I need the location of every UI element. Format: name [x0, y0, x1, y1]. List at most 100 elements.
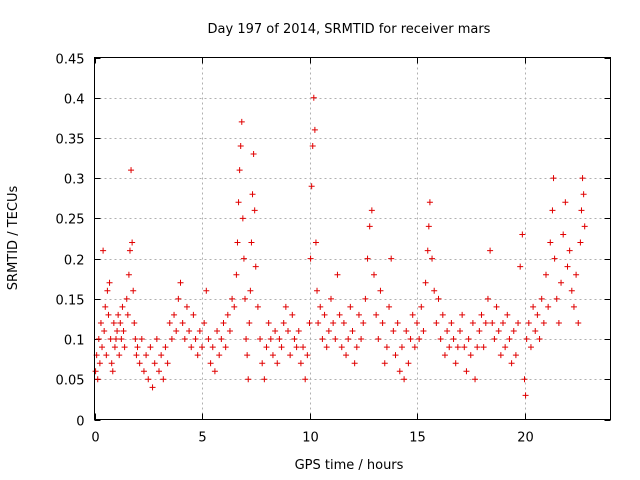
- data-point: [478, 311, 485, 318]
- data-point: [340, 319, 347, 326]
- data-point: [343, 352, 350, 359]
- data-point: [334, 271, 341, 278]
- data-point: [491, 336, 498, 343]
- data-point: [358, 336, 365, 343]
- x-tick-label: 5: [198, 431, 206, 446]
- data-point: [113, 336, 119, 343]
- x-tick-label: 20: [517, 431, 534, 446]
- data-point: [307, 255, 314, 262]
- data-point: [425, 223, 432, 230]
- data-point: [562, 199, 569, 206]
- data-point: [128, 167, 135, 174]
- data-point: [347, 303, 354, 310]
- data-point: [226, 328, 233, 335]
- data-point: [171, 311, 178, 318]
- data-point: [269, 352, 276, 359]
- y-tick-label: 0.45: [56, 53, 85, 68]
- data-point: [396, 368, 403, 375]
- data-point: [123, 295, 130, 302]
- data-point: [97, 319, 104, 326]
- x-tick-label: 0: [91, 431, 99, 446]
- data-point: [297, 360, 304, 367]
- data-point: [353, 344, 360, 351]
- data-point: [145, 376, 152, 383]
- data-point: [448, 319, 455, 326]
- data-point: [463, 368, 470, 375]
- data-point: [325, 328, 332, 335]
- data-point: [579, 175, 586, 182]
- data-point: [243, 336, 250, 343]
- data-point: [439, 311, 446, 318]
- data-point: [186, 328, 193, 335]
- data-point: [527, 344, 534, 351]
- data-point: [263, 344, 270, 351]
- data-point: [282, 303, 289, 310]
- data-point: [568, 287, 575, 294]
- data-point: [106, 279, 113, 286]
- data-point: [302, 376, 309, 383]
- data-point: [566, 247, 573, 254]
- data-point: [120, 328, 127, 335]
- data-point: [547, 239, 554, 246]
- data-point: [196, 328, 203, 335]
- y-tick-label: 0: [76, 415, 84, 430]
- data-point: [457, 328, 463, 335]
- data-point: [476, 328, 483, 335]
- data-point: [107, 336, 114, 343]
- data-point: [236, 167, 243, 174]
- data-point: [181, 336, 188, 343]
- data-point: [220, 319, 227, 326]
- data-point: [517, 263, 524, 270]
- data-point: [203, 287, 210, 294]
- data-point: [126, 247, 133, 254]
- data-point: [242, 295, 248, 302]
- data-point: [129, 239, 136, 246]
- data-point: [394, 319, 401, 326]
- data-point: [162, 344, 169, 351]
- data-point: [136, 360, 143, 367]
- data-point: [121, 344, 128, 351]
- data-point: [461, 344, 468, 351]
- y-tick-label: 0.15: [56, 294, 85, 309]
- data-point: [235, 199, 242, 206]
- data-point: [133, 352, 140, 359]
- data-point: [132, 336, 139, 343]
- data-point: [149, 384, 156, 391]
- data-point: [239, 215, 246, 222]
- data-point: [280, 319, 287, 326]
- data-point: [319, 336, 326, 343]
- data-point: [245, 376, 252, 383]
- data-point: [381, 360, 388, 367]
- data-point: [257, 336, 264, 343]
- data-point: [390, 328, 397, 335]
- data-point: [433, 319, 440, 326]
- data-point: [373, 311, 380, 318]
- data-point: [222, 344, 229, 351]
- data-point: [188, 344, 195, 351]
- data-point: [549, 207, 556, 214]
- data-point: [158, 352, 165, 359]
- data-point: [525, 319, 532, 326]
- data-point: [94, 376, 101, 383]
- data-point: [371, 271, 377, 278]
- data-point: [209, 344, 216, 351]
- data-point: [519, 231, 526, 238]
- data-point: [377, 287, 384, 294]
- data-point: [508, 360, 515, 367]
- data-point: [414, 319, 420, 326]
- data-point: [304, 352, 311, 359]
- data-point: [580, 191, 587, 198]
- data-point: [469, 319, 476, 326]
- data-point: [114, 328, 121, 335]
- data-point: [577, 239, 584, 246]
- data-point: [534, 311, 541, 318]
- data-point: [244, 352, 251, 359]
- data-point: [117, 319, 124, 326]
- data-point: [291, 336, 298, 343]
- data-point: [581, 223, 588, 230]
- data-point: [118, 336, 125, 343]
- data-point: [444, 328, 451, 335]
- data-point: [224, 311, 231, 318]
